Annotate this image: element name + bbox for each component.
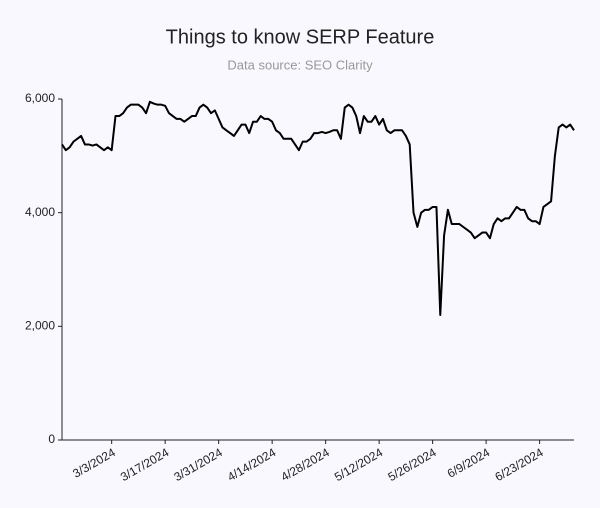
x-tick-label: 3/31/2024 [172, 445, 226, 484]
y-tick-label: 0 [48, 432, 55, 446]
x-tick-label: 5/26/2024 [385, 445, 439, 484]
y-tick-label: 4,000 [25, 205, 55, 219]
y-tick-label: 2,000 [25, 319, 55, 333]
x-tick-label: 4/28/2024 [278, 445, 332, 484]
line-series [61, 100, 575, 316]
chart-title: Things to know SERP Feature [166, 26, 435, 48]
chart-subtitle: Data source: SEO Clarity [227, 57, 373, 72]
x-tick-label: 3/3/2024 [70, 445, 118, 481]
x-tick-label: 3/17/2024 [118, 445, 172, 484]
x-tick-label: 6/23/2024 [492, 445, 546, 484]
y-tick-label: 6,000 [25, 91, 55, 105]
x-tick-label: 5/12/2024 [332, 445, 386, 484]
x-tick-label: 6/9/2024 [445, 445, 493, 481]
x-tick-label: 4/14/2024 [225, 445, 279, 484]
